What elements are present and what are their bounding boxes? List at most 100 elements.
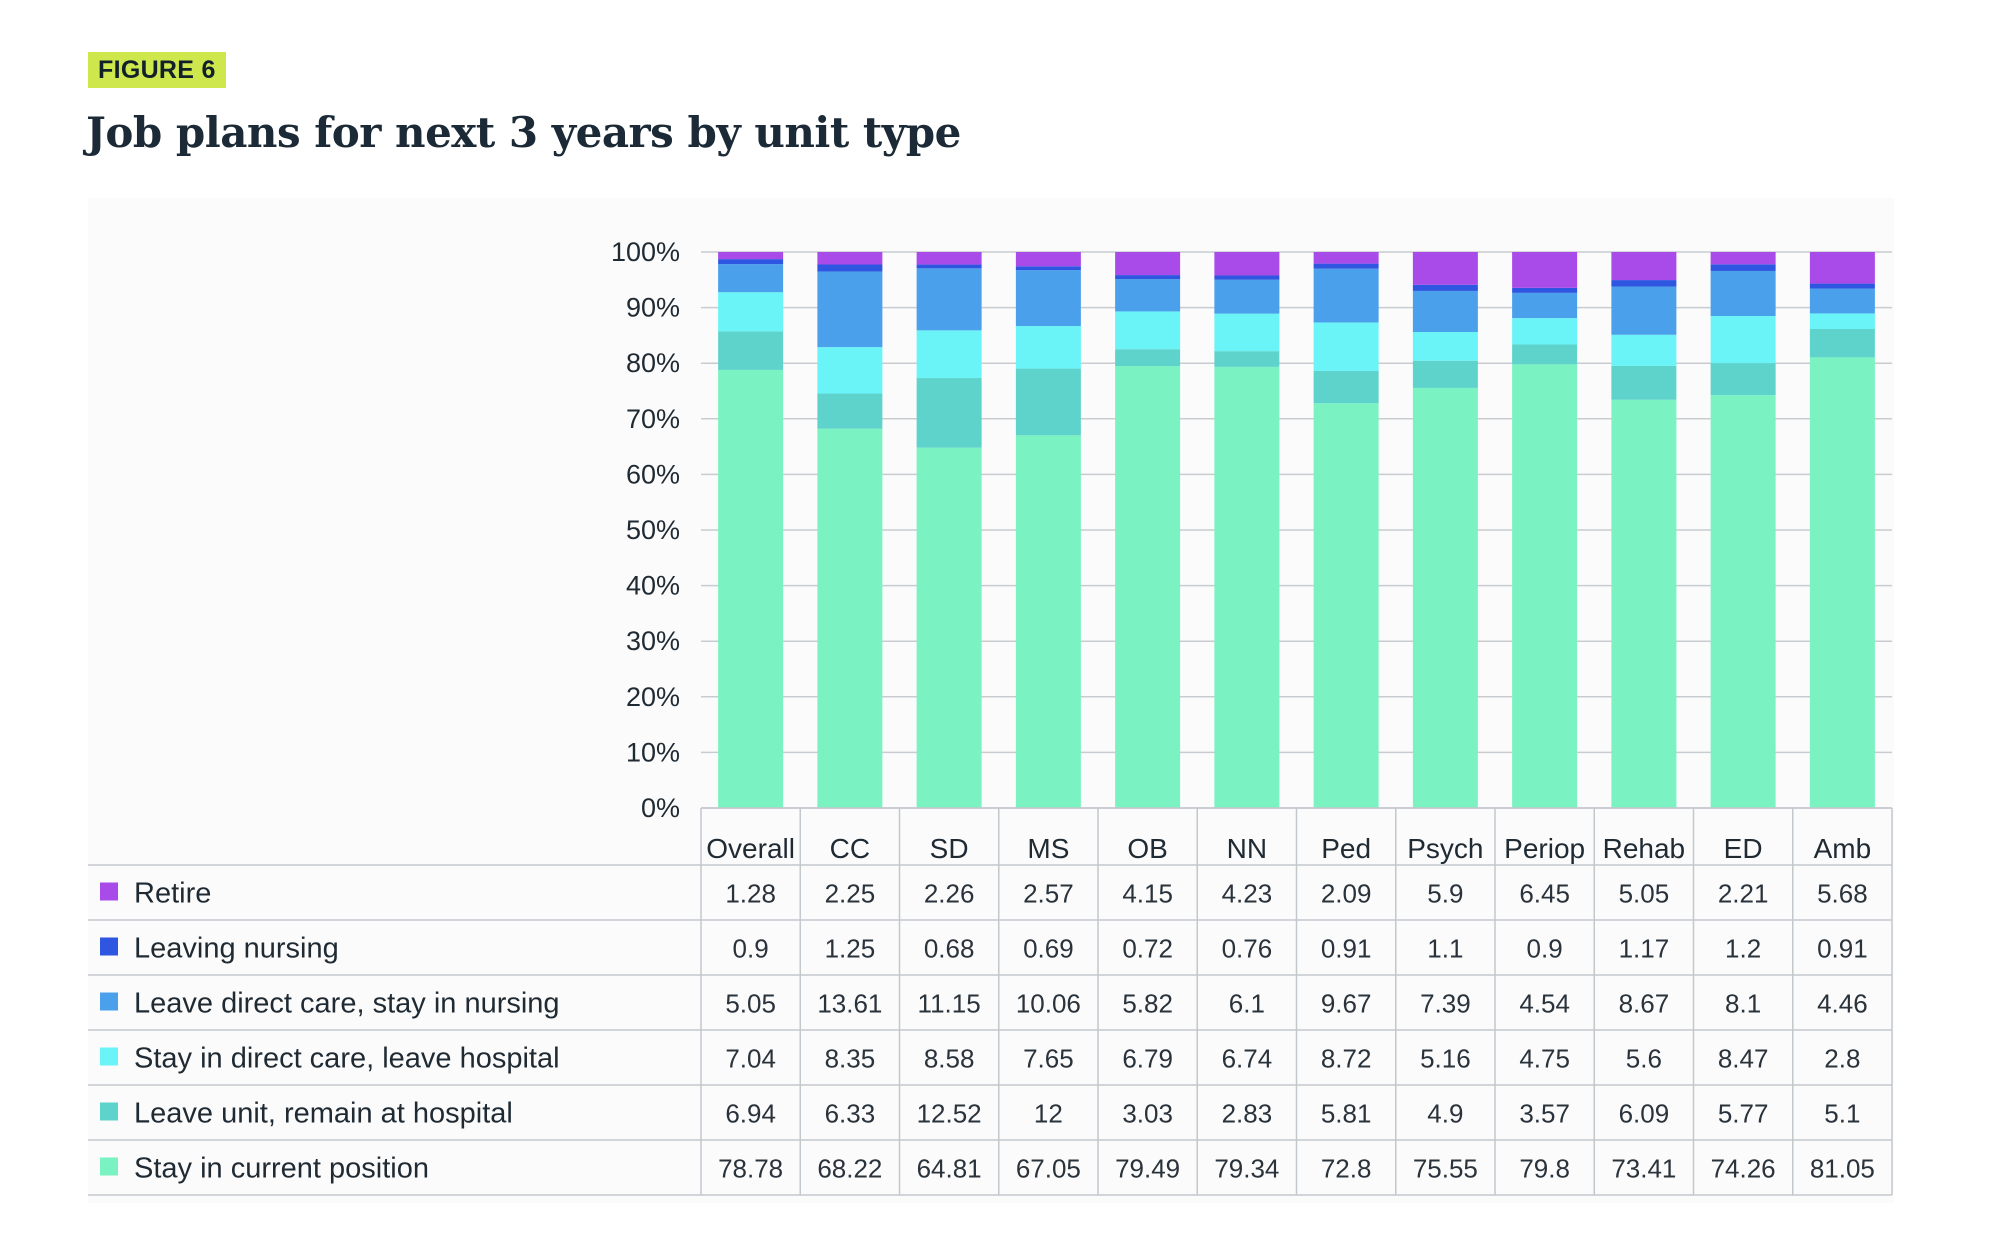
bar-segment-leave-direct-care-stay-in-nursing-ed [1710, 270, 1776, 316]
category-label: Amb [1814, 833, 1872, 864]
y-tick-label: 80% [626, 348, 680, 378]
bar-segment-leaving-nursing-nn [1214, 275, 1280, 280]
table-cell: 1.17 [1619, 934, 1670, 964]
category-label: NN [1227, 833, 1267, 864]
table-cell: 73.41 [1611, 1154, 1676, 1184]
table-cell: 79.49 [1115, 1154, 1180, 1184]
bar-segment-retire-psych [1412, 252, 1478, 285]
bar-segment-leave-direct-care-stay-in-nursing-overall [718, 264, 784, 293]
bar-segment-leaving-nursing-ed [1710, 264, 1776, 271]
bar-segment-stay-in-current-position-periop [1512, 364, 1578, 808]
table-cell: 0.9 [733, 934, 769, 964]
category-label: ED [1724, 833, 1763, 864]
table-cell: 0.68 [924, 934, 975, 964]
bar-segment-leaving-nursing-amb [1809, 283, 1875, 289]
bar-segment-leaving-nursing-cc [817, 264, 883, 272]
category-label: OB [1127, 833, 1167, 864]
stacked-bar-chart: 0% 10% 20% 30% 40% 50% 60% 70% 80% 90% 100% Overal… [88, 237, 1893, 1196]
row-label-leave-unit-remain-at-hospital: Leave unit, remain at hospital [134, 1098, 513, 1130]
table-cell: 2.21 [1718, 879, 1769, 909]
table-cell: 5.82 [1122, 989, 1173, 1019]
bar-segment-retire-cc [817, 252, 883, 265]
bar-segment-stay-in-current-position-ob [1115, 366, 1181, 808]
table-cell: 12 [1034, 1099, 1063, 1129]
bar-segment-stay-in-direct-care-leave-hospital-ed [1710, 315, 1776, 364]
bar-segment-leaving-nursing-psych [1412, 284, 1478, 291]
table-cell: 6.79 [1122, 1044, 1173, 1074]
bar-segment-stay-in-direct-care-leave-hospital-psych [1412, 332, 1478, 361]
table-cell: 72.8 [1321, 1154, 1372, 1184]
table-cell: 68.22 [817, 1154, 882, 1184]
bar-segment-retire-sd [916, 252, 982, 265]
bar-segment-leaving-nursing-sd [916, 264, 982, 269]
legend-swatch-leaving-nursing [100, 937, 118, 956]
data-table: Overall CC SD MS OB NN Ped Psych Periop Rehab ED Am… [88, 807, 1893, 1196]
table-cell: 0.69 [1023, 934, 1074, 964]
table-cell: 7.04 [725, 1044, 776, 1074]
table-cell: 2.26 [924, 879, 975, 909]
table-cell: 4.9 [1427, 1099, 1463, 1129]
category-label: Psych [1407, 833, 1483, 864]
row-label-stay-in-current-position: Stay in current position [134, 1153, 429, 1185]
bar-segment-leave-direct-care-stay-in-nursing-cc [817, 271, 883, 348]
table-cell: 0.91 [1817, 934, 1868, 964]
table-cell: 5.81 [1321, 1099, 1372, 1129]
bar-segment-stay-in-current-position-ped [1313, 403, 1379, 808]
table-cell: 13.61 [817, 989, 882, 1019]
y-tick-label: 50% [626, 515, 680, 545]
table-cell: 6.94 [725, 1099, 776, 1129]
bar-segment-leave-unit-remain-at-hospital-sd [916, 378, 982, 448]
bar-segment-leaving-nursing-ob [1115, 275, 1181, 280]
bar-segment-retire-amb [1809, 252, 1875, 284]
table-cell: 0.91 [1321, 934, 1372, 964]
table-cell: 79.34 [1214, 1154, 1279, 1184]
bar-segment-leave-direct-care-stay-in-nursing-sd [916, 268, 982, 331]
bar-segment-stay-in-direct-care-leave-hospital-cc [817, 347, 883, 394]
bar-segment-leaving-nursing-overall [718, 259, 784, 265]
row-label-leaving-nursing: Leaving nursing [134, 933, 339, 965]
table-cell: 5.9 [1427, 879, 1463, 909]
table-cell: 3.03 [1122, 1099, 1173, 1129]
bar-segment-stay-in-direct-care-leave-hospital-periop [1512, 318, 1578, 345]
table-cell: 1.28 [725, 879, 776, 909]
bar-segment-retire-ms [1015, 252, 1081, 267]
y-tick-label: 0% [641, 793, 680, 823]
bar-segment-stay-in-current-position-cc [817, 428, 883, 808]
table-cell: 0.72 [1122, 934, 1173, 964]
bar-segment-retire-rehab [1611, 252, 1677, 281]
bar-segment-leave-direct-care-stay-in-nursing-psych [1412, 290, 1478, 333]
table-cell: 4.23 [1222, 879, 1273, 909]
bar-segment-stay-in-current-position-nn [1214, 366, 1280, 808]
bar-segment-leave-unit-remain-at-hospital-psych [1412, 360, 1478, 388]
bar-segment-leaving-nursing-periop [1512, 287, 1578, 293]
bar-segment-leaving-nursing-rehab [1611, 280, 1677, 287]
bar-segment-stay-in-current-position-ms [1015, 435, 1081, 808]
table-cell: 81.05 [1810, 1154, 1875, 1184]
bar-segment-stay-in-direct-care-leave-hospital-sd [916, 330, 982, 379]
table-cell: 0.76 [1222, 934, 1273, 964]
bar-segment-leave-unit-remain-at-hospital-ob [1115, 349, 1181, 367]
table-cell: 8.1 [1725, 989, 1761, 1019]
table-cell: 4.54 [1519, 989, 1570, 1019]
bar-segment-retire-nn [1214, 252, 1280, 276]
bar-segment-leave-direct-care-stay-in-nursing-nn [1214, 279, 1280, 314]
table-cell: 5.16 [1420, 1044, 1471, 1074]
bar-segment-leave-unit-remain-at-hospital-amb [1809, 329, 1875, 358]
bar-segment-retire-ob [1115, 252, 1181, 276]
bar-segment-stay-in-current-position-rehab [1611, 399, 1677, 808]
table-cell: 8.47 [1718, 1044, 1769, 1074]
bar-segment-stay-in-current-position-overall [718, 369, 784, 808]
bar-segment-stay-in-direct-care-leave-hospital-amb [1809, 313, 1875, 330]
table-cell: 0.9 [1527, 934, 1563, 964]
bar-segment-leave-unit-remain-at-hospital-ed [1710, 363, 1776, 396]
y-tick-label: 60% [626, 459, 680, 489]
table-cell: 67.05 [1016, 1154, 1081, 1184]
table-cell: 8.35 [825, 1044, 876, 1074]
table-cell: 78.78 [718, 1154, 783, 1184]
table-cell: 6.1 [1229, 989, 1265, 1019]
y-tick-label: 10% [626, 737, 680, 767]
bar-segment-stay-in-current-position-psych [1412, 387, 1478, 808]
table-cell: 11.15 [918, 989, 981, 1019]
bar-segment-leave-direct-care-stay-in-nursing-amb [1809, 288, 1875, 314]
table-cell: 8.67 [1619, 989, 1670, 1019]
